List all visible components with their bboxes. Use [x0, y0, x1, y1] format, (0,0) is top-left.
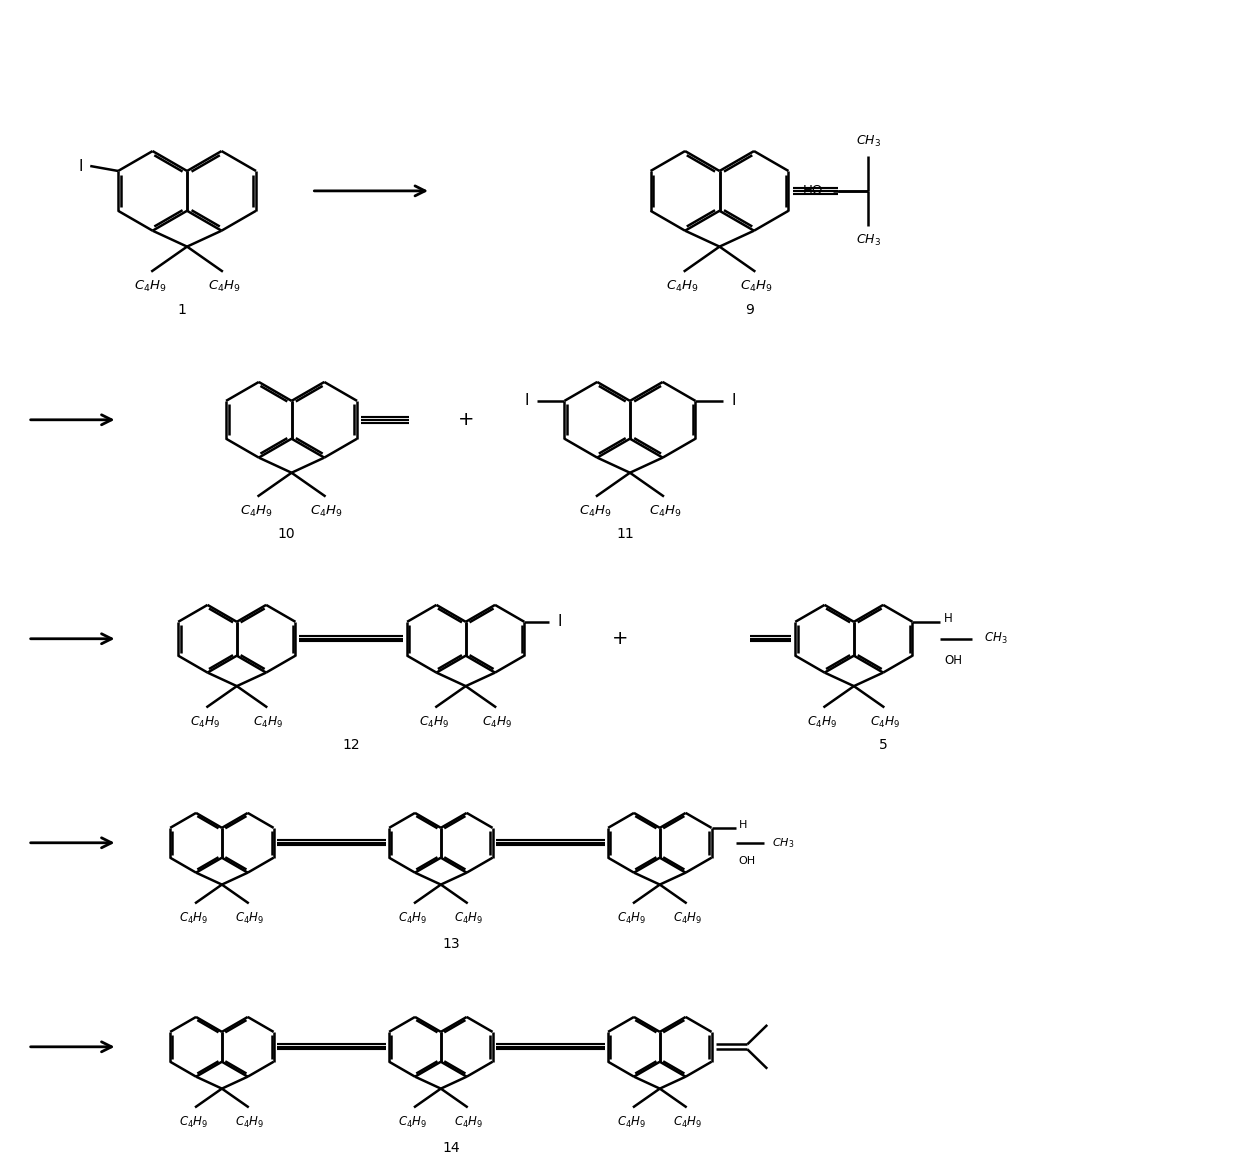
Text: $CH_3$: $CH_3$: [773, 836, 795, 850]
Text: $CH_3$: $CH_3$: [985, 632, 1008, 647]
Text: H: H: [738, 819, 746, 830]
Text: $C_4H_9$: $C_4H_9$: [207, 279, 241, 295]
Text: $C_4H_9$: $C_4H_9$: [180, 1115, 208, 1129]
Text: $C_4H_9$: $C_4H_9$: [454, 911, 484, 926]
Text: H: H: [945, 613, 954, 626]
Text: $C_4H_9$: $C_4H_9$: [618, 911, 646, 926]
Text: $C_4H_9$: $C_4H_9$: [454, 1115, 484, 1129]
Text: $C_4H_9$: $C_4H_9$: [673, 1115, 702, 1129]
Text: $C_4H_9$: $C_4H_9$: [666, 279, 699, 295]
Text: $C_4H_9$: $C_4H_9$: [253, 715, 284, 730]
Text: $C_4H_9$: $C_4H_9$: [649, 504, 681, 519]
Text: $C_4H_9$: $C_4H_9$: [241, 504, 273, 519]
Text: 11: 11: [616, 527, 634, 541]
Text: HO: HO: [804, 184, 823, 197]
Text: 14: 14: [441, 1141, 460, 1155]
Text: $C_4H_9$: $C_4H_9$: [419, 715, 449, 730]
Text: $C_4H_9$: $C_4H_9$: [673, 911, 702, 926]
Text: $C_4H_9$: $C_4H_9$: [579, 504, 611, 519]
Text: OH: OH: [738, 856, 755, 865]
Text: 5: 5: [879, 738, 888, 753]
Text: 10: 10: [278, 527, 295, 541]
Text: $C_4H_9$: $C_4H_9$: [870, 715, 900, 730]
Text: $C_4H_9$: $C_4H_9$: [310, 504, 343, 519]
Text: $CH_3$: $CH_3$: [856, 134, 880, 149]
Text: $CH_3$: $CH_3$: [856, 234, 880, 248]
Text: $C_4H_9$: $C_4H_9$: [482, 715, 512, 730]
Text: $C_4H_9$: $C_4H_9$: [740, 279, 773, 295]
Text: +: +: [458, 410, 474, 430]
Text: $C_4H_9$: $C_4H_9$: [236, 1115, 264, 1129]
Text: I: I: [78, 158, 83, 174]
Text: 13: 13: [441, 937, 460, 951]
Text: $C_4H_9$: $C_4H_9$: [807, 715, 837, 730]
Text: +: +: [611, 629, 629, 648]
Text: $C_4H_9$: $C_4H_9$: [190, 715, 221, 730]
Text: I: I: [558, 614, 563, 629]
Text: $C_4H_9$: $C_4H_9$: [180, 911, 208, 926]
Text: $C_4H_9$: $C_4H_9$: [618, 1115, 646, 1129]
Text: 12: 12: [342, 738, 360, 753]
Text: I: I: [525, 393, 529, 409]
Text: $C_4H_9$: $C_4H_9$: [398, 911, 428, 926]
Text: $C_4H_9$: $C_4H_9$: [236, 911, 264, 926]
Text: 1: 1: [177, 303, 186, 317]
Text: $C_4H_9$: $C_4H_9$: [134, 279, 166, 295]
Text: I: I: [732, 393, 735, 409]
Text: 9: 9: [745, 303, 754, 317]
Text: $C_4H_9$: $C_4H_9$: [398, 1115, 428, 1129]
Text: OH: OH: [945, 654, 962, 667]
